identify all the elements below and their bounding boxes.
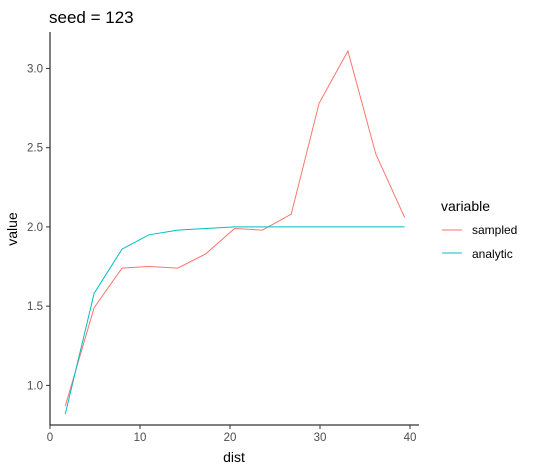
- legend: variable sampled analytic: [441, 198, 517, 261]
- x-tick-label: 40: [404, 432, 417, 444]
- x-tick-label: 20: [224, 432, 237, 444]
- x-axis-title: dist: [223, 449, 245, 465]
- y-tick-label: 3.0: [27, 63, 43, 75]
- y-tick-label: 1.5: [27, 301, 43, 313]
- y-axis-title: value: [4, 212, 20, 246]
- chart-title: seed = 123: [49, 8, 134, 27]
- x-tick-label: 30: [314, 432, 327, 444]
- x-tick-label: 10: [134, 432, 147, 444]
- x-axis-ticks: 0 10 20 30 40: [47, 425, 417, 444]
- series-line-sampled: [64, 49, 406, 407]
- y-tick-label: 2.5: [27, 143, 43, 155]
- plot-area: [64, 49, 406, 415]
- legend-label-analytic: analytic: [472, 247, 513, 261]
- x-tick-label: 0: [47, 432, 53, 444]
- y-tick-label: 1.0: [27, 380, 43, 392]
- legend-title: variable: [441, 198, 490, 214]
- legend-label-sampled: sampled: [472, 223, 517, 237]
- y-tick-label: 2.0: [27, 222, 43, 234]
- series-line-analytic: [64, 226, 405, 415]
- y-axis-ticks: 1.0 1.5 2.0 2.5 3.0: [27, 63, 50, 392]
